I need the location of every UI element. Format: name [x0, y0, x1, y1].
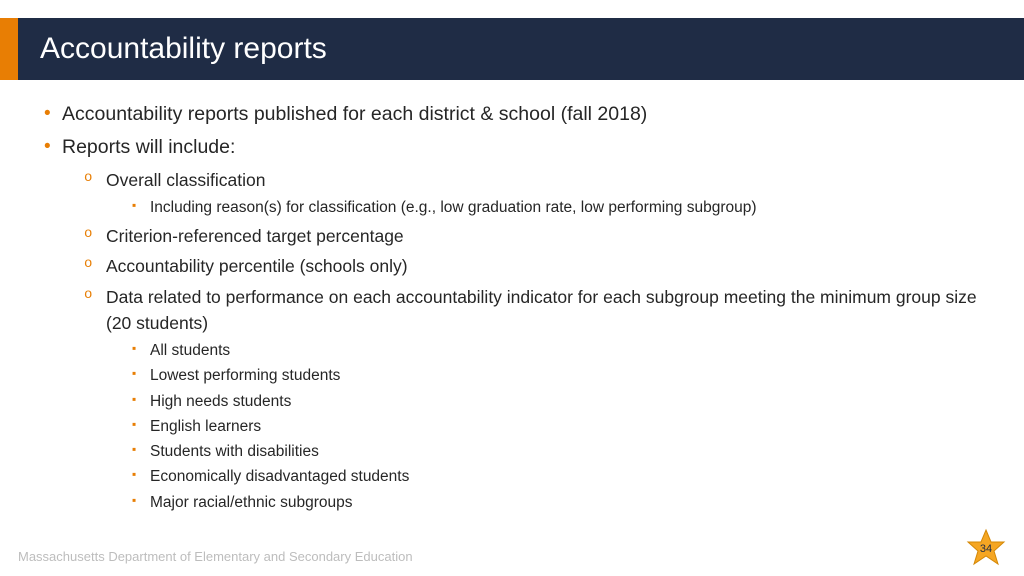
- bullet-text: Reports will include:: [62, 136, 235, 158]
- content-area: Accountability reports published for eac…: [40, 100, 1000, 518]
- accent-strip: [0, 18, 18, 80]
- list-item: Including reason(s) for classification (…: [128, 196, 1000, 219]
- bullet-text: English learners: [150, 418, 261, 435]
- slide: Accountability reports Accountability re…: [0, 0, 1024, 576]
- bullet-text: High needs students: [150, 393, 291, 410]
- list-item: All students: [128, 339, 1000, 362]
- bullet-text: Economically disadvantaged students: [150, 468, 409, 485]
- slide-number-star: 34: [966, 528, 1006, 568]
- bullet-text: Criterion-referenced target percentage: [106, 226, 404, 246]
- list-item: Major racial/ethnic subgroups: [128, 491, 1000, 514]
- sub-sub-list: All students Lowest performing students …: [106, 339, 1000, 514]
- list-item: Accountability percentile (schools only): [80, 253, 1000, 279]
- bullet-list: Accountability reports published for eac…: [40, 100, 1000, 514]
- list-item: English learners: [128, 415, 1000, 438]
- bullet-text: Major racial/ethnic subgroups: [150, 494, 352, 511]
- bullet-text: Students with disabilities: [150, 443, 319, 460]
- sub-list: Overall classification Including reason(…: [62, 167, 1000, 514]
- list-item: Lowest performing students: [128, 364, 1000, 387]
- sub-sub-list: Including reason(s) for classification (…: [106, 196, 1000, 219]
- list-item: Data related to performance on each acco…: [80, 284, 1000, 514]
- footer-text: Massachusetts Department of Elementary a…: [18, 549, 413, 564]
- list-item: High needs students: [128, 390, 1000, 413]
- list-item: Students with disabilities: [128, 440, 1000, 463]
- bullet-text: Including reason(s) for classification (…: [150, 199, 757, 216]
- list-item: Accountability reports published for eac…: [40, 100, 1000, 129]
- bullet-text: Lowest performing students: [150, 367, 340, 384]
- bullet-text: Accountability reports published for eac…: [62, 103, 647, 125]
- bullet-text: Data related to performance on each acco…: [106, 287, 977, 333]
- slide-number: 34: [966, 528, 1006, 568]
- list-item: Reports will include: Overall classifica…: [40, 133, 1000, 514]
- slide-title: Accountability reports: [40, 32, 327, 66]
- list-item: Overall classification Including reason(…: [80, 167, 1000, 220]
- bullet-text: Accountability percentile (schools only): [106, 256, 408, 276]
- bullet-text: All students: [150, 342, 230, 359]
- bullet-text: Overall classification: [106, 170, 266, 190]
- title-bar: Accountability reports: [0, 18, 1024, 80]
- list-item: Criterion-referenced target percentage: [80, 223, 1000, 249]
- list-item: Economically disadvantaged students: [128, 465, 1000, 488]
